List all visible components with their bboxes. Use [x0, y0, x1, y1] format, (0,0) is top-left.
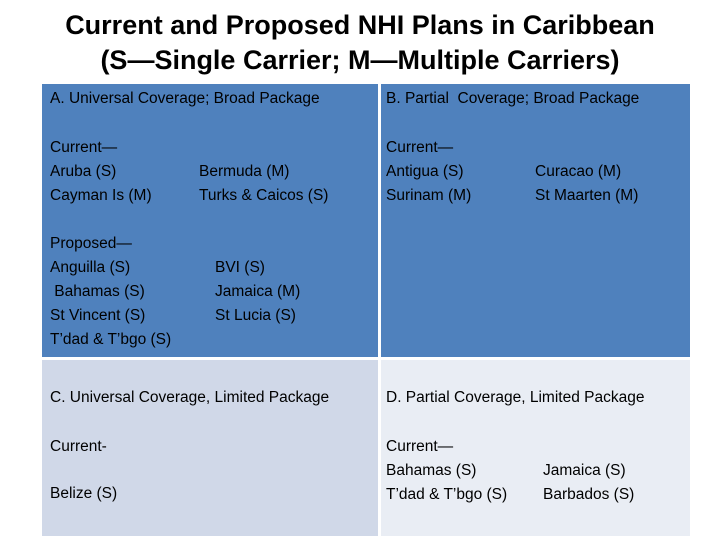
list-item: Antigua (S): [386, 163, 464, 180]
list-item: St Maarten (M): [535, 187, 639, 204]
list-item: BVI (S): [215, 259, 265, 276]
title-line-1: Current and Proposed NHI Plans in Caribb…: [65, 10, 655, 40]
quadrant-b: B. Partial Coverage; Broad Package Curre…: [381, 84, 690, 357]
list-item: T’dad & T’bgo (S): [50, 331, 172, 348]
quadrant-d-heading: D. Partial Coverage, Limited Package: [386, 389, 645, 406]
list-item: Jamaica (S): [543, 462, 626, 479]
quadrant-a-proposed-label: Proposed—: [50, 235, 132, 252]
list-item: Aruba (S): [50, 163, 117, 180]
quadrant-d-current-label: Current—: [386, 438, 454, 455]
list-item: Jamaica (M): [215, 283, 301, 300]
quadrant-c-current-label: Current-: [50, 438, 107, 455]
slide-title: Current and Proposed NHI Plans in Caribb…: [0, 8, 720, 78]
list-item: Turks & Caicos (S): [199, 187, 329, 204]
quadrant-a-current-label: Current—: [50, 139, 118, 156]
list-item: Bahamas (S): [386, 462, 477, 479]
list-item: St Vincent (S): [50, 307, 146, 324]
quadrant-b-current-label: Current—: [386, 139, 454, 156]
list-item: St Lucia (S): [215, 307, 296, 324]
title-line-2: (S—Single Carrier; M—Multiple Carriers): [100, 45, 620, 75]
list-item: T’dad & T’bgo (S): [386, 486, 508, 503]
quadrant-a: A. Universal Coverage; Broad Package Cur…: [42, 84, 378, 357]
list-item: Cayman Is (M): [50, 187, 152, 204]
list-item: Bermuda (M): [199, 163, 290, 180]
list-item: Barbados (S): [543, 486, 635, 503]
list-item: Belize (S): [50, 485, 118, 502]
list-item: Surinam (M): [386, 187, 472, 204]
quadrant-c-heading: C. Universal Coverage, Limited Package: [50, 389, 330, 406]
quadrant-d: D. Partial Coverage, Limited Package Cur…: [381, 360, 690, 536]
list-item: Bahamas (S): [50, 283, 145, 300]
quadrant-a-heading: A. Universal Coverage; Broad Package: [50, 90, 320, 107]
quadrant-b-heading: B. Partial Coverage; Broad Package: [386, 90, 640, 107]
list-item: Anguilla (S): [50, 259, 131, 276]
list-item: Curacao (M): [535, 163, 622, 180]
quadrant-c: C. Universal Coverage, Limited Package C…: [42, 360, 378, 536]
